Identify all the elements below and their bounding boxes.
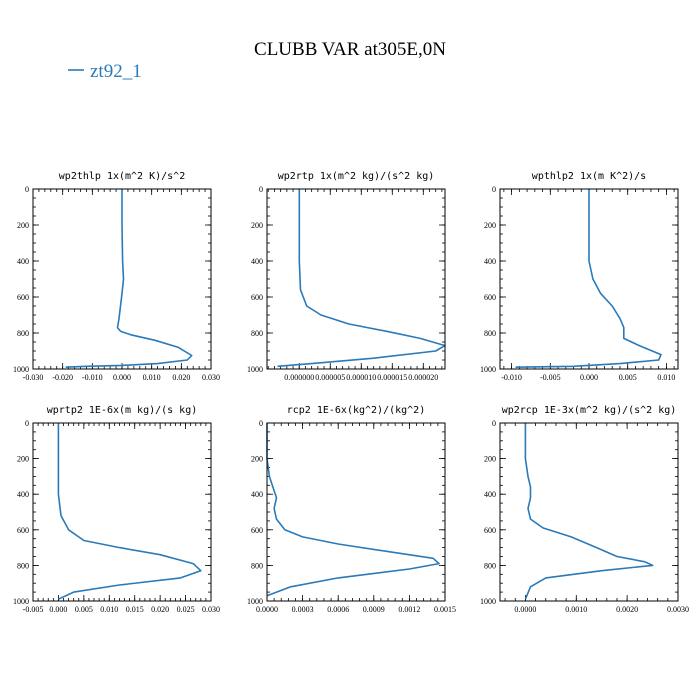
y-tick-label: 0: [259, 185, 263, 194]
x-tick-label: -0.005: [23, 605, 44, 614]
y-tick-label: 600: [484, 293, 496, 302]
panel-title: wp2rtp 1x(m^2 kg)/(s^2 kg): [278, 171, 435, 182]
x-tick-label: -0.030: [23, 373, 44, 382]
x-tick-label: 0.020: [172, 373, 190, 382]
x-tick-label: 0.0000: [514, 605, 536, 614]
y-tick-label: 1000: [13, 597, 29, 606]
chart-panel-3: wpthlp2 1x(m K^2)/s 0 200 400 600 800 1000 -0.0…: [480, 171, 679, 382]
y-tick-label: 400: [251, 490, 263, 499]
x-tick-label: 0.000005: [315, 373, 345, 382]
panel-title: rcp2 1E-6x(kg^2)/(kg^2): [287, 405, 425, 416]
y-tick-label: 0: [492, 419, 496, 428]
y-tick-label: 0: [25, 185, 29, 194]
panel-title: wpthlp2 1x(m K^2)/s: [532, 171, 646, 182]
y-tick-label: 600: [251, 293, 263, 302]
y-tick-label: 400: [17, 257, 29, 266]
x-tick-label: 0.010: [143, 373, 161, 382]
y-tick-label: 1000: [247, 365, 263, 374]
x-tick-label: 0.0003: [292, 605, 314, 614]
panel-grid: wp2thlp 1x(m^2 K)/s^202004006008001000-0…: [13, 171, 689, 614]
x-tick-label: 0.020: [151, 605, 169, 614]
y-tick-label: 600: [17, 293, 29, 302]
plot-frame: [32, 188, 212, 370]
x-tick-label: 0.0006: [327, 605, 349, 614]
x-tick-label: 0.030: [202, 605, 220, 614]
x-tick-label: 0.000000: [284, 373, 314, 382]
y-tick-label: 200: [251, 455, 263, 464]
plot-frame: [266, 422, 446, 602]
y-tick-label: 400: [17, 490, 29, 499]
y-tick-label: 600: [17, 526, 29, 535]
plot-frame: [499, 422, 679, 602]
plot-frame: [32, 422, 212, 602]
chart-panel-4: wprtp2 1E-6x(m kg)/(s kg) 0 200 400 600 800 10…: [13, 405, 220, 614]
x-tick-label: 0.0010: [565, 605, 587, 614]
y-tick-label: 200: [484, 221, 496, 230]
y-tick-label: 600: [251, 526, 263, 535]
y-tick-label: 0: [492, 185, 496, 194]
y-tick-label: 1000: [480, 597, 496, 606]
series-line-zt92-1: [277, 189, 446, 368]
y-tick-label: 200: [17, 221, 29, 230]
panel-title: wp2thlp 1x(m^2 K)/s^2: [59, 171, 185, 182]
y-tick-label: 0: [25, 419, 29, 428]
series-line-zt92-1: [266, 423, 440, 597]
x-tick-label: 0.000: [580, 373, 598, 382]
series-line-zt92-1: [57, 423, 202, 600]
y-tick-label: 1000: [247, 597, 263, 606]
series-line-zt92-1: [515, 189, 662, 368]
x-tick-label: 0.0012: [398, 605, 420, 614]
x-tick-label: 0.000: [113, 373, 131, 382]
y-tick-label: 600: [484, 526, 496, 535]
x-tick-label: 0.0000: [256, 605, 278, 614]
y-tick-label: 800: [251, 561, 263, 570]
x-tick-label: -0.010: [501, 373, 522, 382]
x-tick-label: -0.005: [540, 373, 561, 382]
x-tick-label: 0.015: [126, 605, 144, 614]
x-tick-label: -0.010: [82, 373, 103, 382]
figure-title: CLUBB VAR at305E,0N: [254, 39, 446, 60]
x-tick-label: 0.030: [202, 373, 220, 382]
y-tick-label: 400: [484, 257, 496, 266]
y-tick-label: 400: [251, 257, 263, 266]
x-tick-label: 0.0020: [616, 605, 638, 614]
x-tick-label: 0.000010: [346, 373, 376, 382]
y-tick-label: 0: [259, 419, 263, 428]
y-tick-label: 200: [17, 455, 29, 464]
chart-panel-5: rcp2 1E-6x(kg^2)/(kg^2) 0 200 400 600 800 1000…: [247, 405, 456, 614]
x-tick-label: 0.000: [49, 605, 67, 614]
series-line-zt92-1: [524, 423, 654, 600]
x-tick-label: 0.0009: [363, 605, 385, 614]
series-line-zt92-1: [65, 189, 193, 368]
y-tick-label: 800: [251, 329, 263, 338]
legend-label: zt92_1: [90, 61, 142, 82]
x-tick-label: 0.010: [100, 605, 118, 614]
y-tick-label: 400: [484, 490, 496, 499]
y-tick-label: 800: [484, 329, 496, 338]
y-tick-label: 200: [251, 221, 263, 230]
x-tick-label: -0.020: [52, 373, 73, 382]
chart-panel-2: wp2rtp 1x(m^2 kg)/(s^2 kg) 0 200 400 600 800 1…: [247, 171, 446, 382]
chart-panel-1: wp2thlp 1x(m^2 K)/s^202004006008001000-0…: [13, 171, 220, 382]
x-tick-label: 0.0015: [434, 605, 456, 614]
x-tick-label: 0.025: [177, 605, 195, 614]
plot-frame: [266, 188, 446, 370]
y-tick-label: 1000: [480, 365, 496, 374]
x-tick-label: 0.010: [657, 373, 675, 382]
x-tick-label: 0.000015: [377, 373, 407, 382]
y-tick-label: 800: [17, 329, 29, 338]
y-tick-label: 800: [17, 561, 29, 570]
x-tick-label: 0.005: [619, 373, 637, 382]
x-tick-label: 0.000020: [408, 373, 438, 382]
y-tick-label: 1000: [13, 365, 29, 374]
x-tick-label: 0.0030: [667, 605, 689, 614]
chart-panel-6: wp2rcp 1E-3x(m^2 kg)/(s^2 kg) 0 200 400 600 8…: [480, 405, 689, 614]
y-tick-label: 800: [484, 561, 496, 570]
x-tick-label: 0.005: [75, 605, 93, 614]
y-tick-label: 200: [484, 455, 496, 464]
panel-title: wp2rcp 1E-3x(m^2 kg)/(s^2 kg): [502, 405, 677, 416]
panel-title: wprtp2 1E-6x(m kg)/(s kg): [47, 405, 198, 416]
plot-frame: [499, 188, 679, 370]
